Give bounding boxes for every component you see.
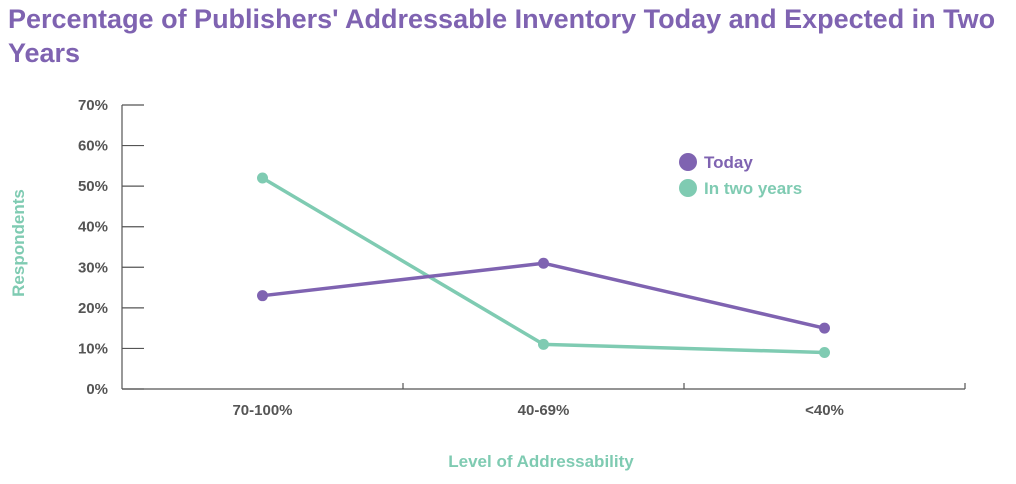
- y-axis: 0% 10% 20% 30% 40% 50% 60% 70%: [78, 97, 144, 398]
- x-tick-label: <40%: [805, 402, 844, 419]
- legend-label: In two years: [704, 179, 802, 198]
- series-line: [260, 261, 827, 330]
- series-today: [257, 257, 830, 334]
- y-tick-label: 10%: [78, 340, 108, 357]
- y-tick-label: 60%: [78, 138, 108, 155]
- x-axis: 70-100% 40-69% <40%: [122, 383, 966, 419]
- chart-title: Percentage of Publishers' Addressable In…: [8, 4, 996, 68]
- y-tick-label: 0%: [86, 381, 108, 398]
- data-point: [257, 172, 268, 184]
- legend-label: Today: [704, 153, 753, 172]
- y-axis-label: Respondents: [9, 189, 28, 297]
- legend-swatch: [679, 179, 697, 197]
- y-tick-label: 70%: [78, 97, 108, 114]
- series-in-two-years: [257, 172, 830, 358]
- x-tick-label: 40-69%: [518, 402, 570, 419]
- legend-swatch: [679, 153, 697, 171]
- legend: Today In two years: [679, 153, 802, 198]
- data-point: [819, 322, 830, 334]
- legend-item: In two years: [679, 179, 802, 198]
- y-tick-label: 50%: [78, 178, 108, 195]
- x-axis-label: Level of Addressability: [448, 452, 634, 471]
- data-point: [257, 290, 268, 302]
- y-tick-label: 30%: [78, 259, 108, 276]
- x-tick-label: 70-100%: [232, 402, 292, 419]
- data-point: [538, 257, 549, 269]
- y-tick-label: 20%: [78, 300, 108, 317]
- y-tick-label: 40%: [78, 219, 108, 236]
- series-layer: [257, 172, 830, 358]
- data-point: [538, 338, 549, 350]
- legend-item: Today: [679, 153, 753, 172]
- data-point: [819, 346, 830, 358]
